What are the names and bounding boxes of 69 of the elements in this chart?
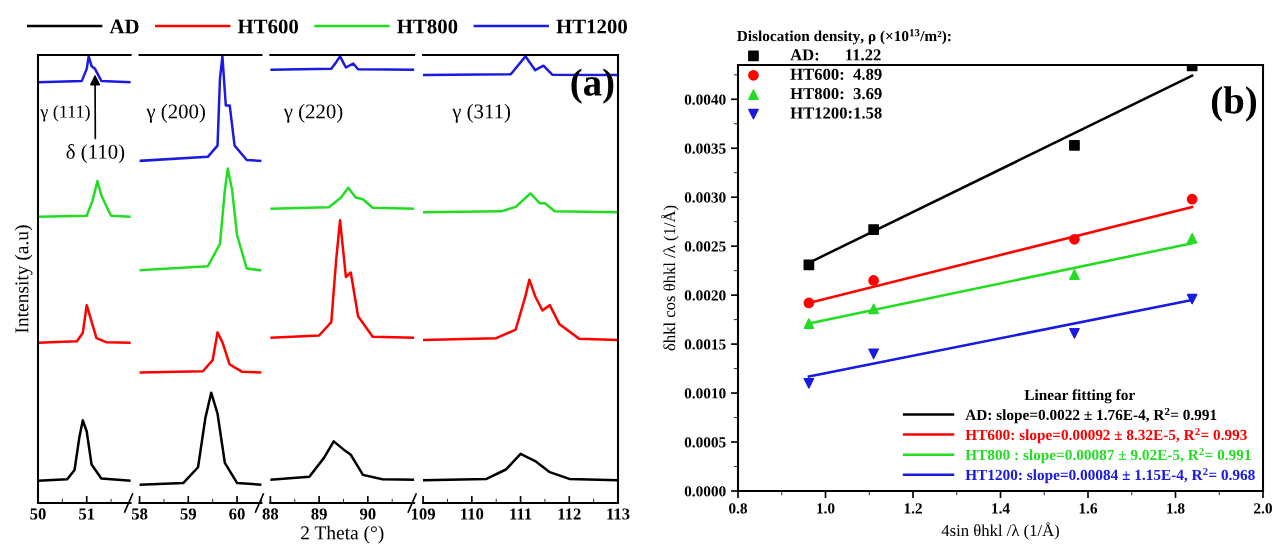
y-tick-label: 0.0010 — [684, 388, 726, 399]
point — [1069, 139, 1080, 151]
legend-label: AD: 11.22 — [790, 49, 881, 61]
x-tick-label: 89 — [311, 508, 327, 520]
x-tick-label: 51 — [79, 508, 95, 520]
x-tick-label: 59 — [180, 508, 197, 520]
x-tick-label: 109 — [411, 508, 436, 520]
x-axis-title: 2 Theta (°) — [301, 525, 384, 544]
point — [803, 318, 815, 329]
legend-label: HT1200:1.58 — [790, 107, 882, 119]
legend-label: HT1200 — [556, 19, 627, 34]
point — [1186, 232, 1198, 244]
point — [803, 377, 815, 389]
y-tick-label: 0.0030 — [684, 192, 726, 203]
y-tick-label: 0.0005 — [684, 437, 726, 448]
point — [1069, 233, 1080, 245]
legend-label: AD: slope=0.0022 ± 1.76E-4, R$^{2}$= 0.991 — [965, 407, 1217, 424]
y-tick-label: 0.0000 — [684, 486, 726, 497]
point — [1069, 269, 1080, 280]
point — [868, 303, 879, 315]
legend-label: HT600: slope=0.00092 ± 8.32E-5, R$^{2}$= 0.993 — [965, 427, 1247, 444]
legend-label: HT800 : slope=0.00087 ± 9.02E-5, R$^{2}$= 0.991 — [965, 447, 1251, 464]
annotation: (a) — [571, 68, 614, 104]
annotation: δ (110) — [66, 144, 125, 164]
x-tick-label: 88 — [262, 508, 279, 520]
point — [1069, 327, 1080, 339]
x-tick-label: 1.4 — [992, 503, 1010, 514]
x-tick-label: 1.2 — [904, 503, 922, 514]
point — [868, 348, 879, 360]
x-tick-label: 90 — [359, 508, 376, 520]
annotation: Linear fitting for — [1024, 389, 1135, 404]
annotation: γ (220) — [283, 103, 343, 123]
legend-label: AD — [109, 19, 139, 34]
annotation: γ (311) — [452, 103, 511, 123]
x-tick-label: 60 — [229, 508, 245, 520]
legend-label: HT1200: slope=0.00084 ± 1.15E-4, R$^{2}$= 0.968 — [965, 467, 1255, 484]
x-tick-label: 1.6 — [1079, 503, 1098, 514]
x-tick-label: 111 — [510, 508, 532, 520]
x-tick-label: 50 — [30, 508, 46, 520]
y-tick-label: 0.0035 — [684, 143, 726, 154]
y-tick-label: 0.0025 — [684, 241, 726, 252]
x-tick-label: 113 — [607, 508, 630, 520]
annotation: (b) — [1211, 86, 1257, 122]
legend-label: HT800 — [397, 19, 458, 34]
y-tick-label: 0.0040 — [684, 94, 726, 105]
x-tick-label: 58 — [131, 508, 148, 520]
legend-label: HT600 — [237, 19, 299, 34]
legend-title: Dislocation density, ρ (×10$^{13}$/m²): — [737, 29, 951, 45]
y-axis-title: Intensity (a.u) — [14, 225, 33, 333]
point — [803, 297, 815, 309]
legend-label: HT600: 4.89 — [790, 68, 882, 80]
y-axis-title: δhkl cos θhkl /λ (1/Å) — [661, 205, 679, 351]
point — [868, 275, 879, 286]
point — [1186, 293, 1198, 305]
annotation: γ (111) — [40, 105, 90, 122]
x-tick-label: 112 — [558, 508, 581, 520]
legend-label: HT800: 3.69 — [790, 88, 882, 100]
y-tick-label: 0.0015 — [684, 339, 726, 350]
x-tick-label: 2.0 — [1254, 503, 1272, 514]
x-axis-title: 4sin θhkl /λ (1/Å) — [941, 522, 1059, 540]
x-tick-label: 0.8 — [729, 503, 748, 514]
annotation: γ (200) — [146, 103, 205, 123]
x-tick-label: 1.0 — [817, 503, 835, 514]
x-tick-label: 110 — [461, 508, 484, 520]
y-tick-label: 0.0020 — [684, 290, 726, 301]
point — [803, 259, 815, 271]
point — [868, 224, 879, 235]
x-tick-label: 1.8 — [1167, 503, 1185, 514]
point — [1186, 193, 1198, 205]
